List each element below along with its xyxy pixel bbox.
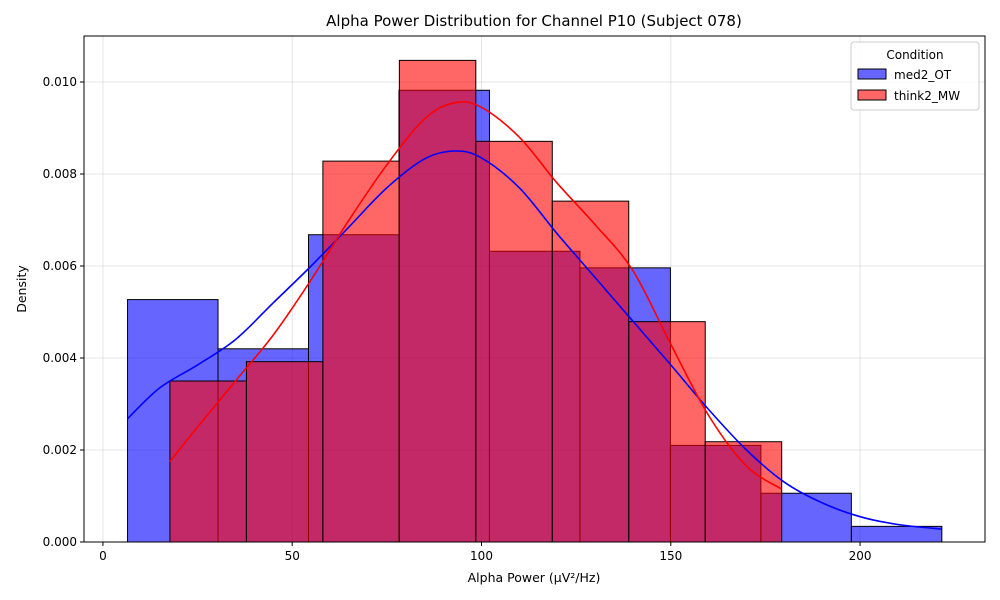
- kde-line-think2-mw: [169, 100, 783, 490]
- histogram-bars: [127, 59, 943, 543]
- histogram-bar: [475, 140, 553, 543]
- legend-swatch-med2-ot: [857, 68, 887, 80]
- histogram-bar: [551, 200, 630, 543]
- legend-title: Condition: [886, 48, 943, 62]
- legend-label-med2-ot: med2_OT: [894, 68, 952, 82]
- x-tick-label: 50: [285, 549, 300, 563]
- x-tick-label: 150: [659, 549, 682, 563]
- y-tick-label: 0.000: [43, 535, 77, 549]
- histogram-bar: [245, 361, 324, 543]
- plot-frame: [83, 35, 986, 543]
- histogram-bar: [850, 525, 943, 543]
- chart-title: Alpha Power Distribution for Channel P10…: [326, 12, 742, 30]
- histogram-bar: [322, 160, 400, 543]
- x-axis-ticks: 0 50 100 150 200: [99, 542, 872, 563]
- bars-think2-mw: [169, 59, 783, 543]
- y-axis-label: Density: [14, 265, 29, 313]
- y-axis-ticks: 0.000 0.002 0.004 0.006 0.008 0.010: [43, 75, 84, 549]
- legend-swatch-think2-mw: [857, 89, 887, 101]
- histogram-bar: [169, 380, 247, 543]
- histogram-bar: [704, 441, 783, 543]
- histogram-bar: [628, 321, 706, 543]
- y-tick-label: 0.010: [43, 75, 77, 89]
- x-tick-label: 0: [99, 549, 107, 563]
- legend-label-think2-mw: think2_MW: [894, 89, 960, 103]
- legend: Condition med2_OT think2_MW: [850, 41, 980, 111]
- kde-line-med2-ot: [126, 150, 942, 530]
- y-tick-label: 0.004: [43, 351, 77, 365]
- x-axis-label: Alpha Power (µV²/Hz): [468, 570, 601, 585]
- x-tick-label: 200: [849, 549, 872, 563]
- y-tick-label: 0.008: [43, 167, 77, 181]
- histogram-bar: [398, 59, 477, 543]
- y-tick-label: 0.002: [43, 443, 77, 457]
- x-tick-label: 100: [470, 549, 493, 563]
- y-tick-label: 0.006: [43, 259, 77, 273]
- kde-curves: [126, 100, 942, 530]
